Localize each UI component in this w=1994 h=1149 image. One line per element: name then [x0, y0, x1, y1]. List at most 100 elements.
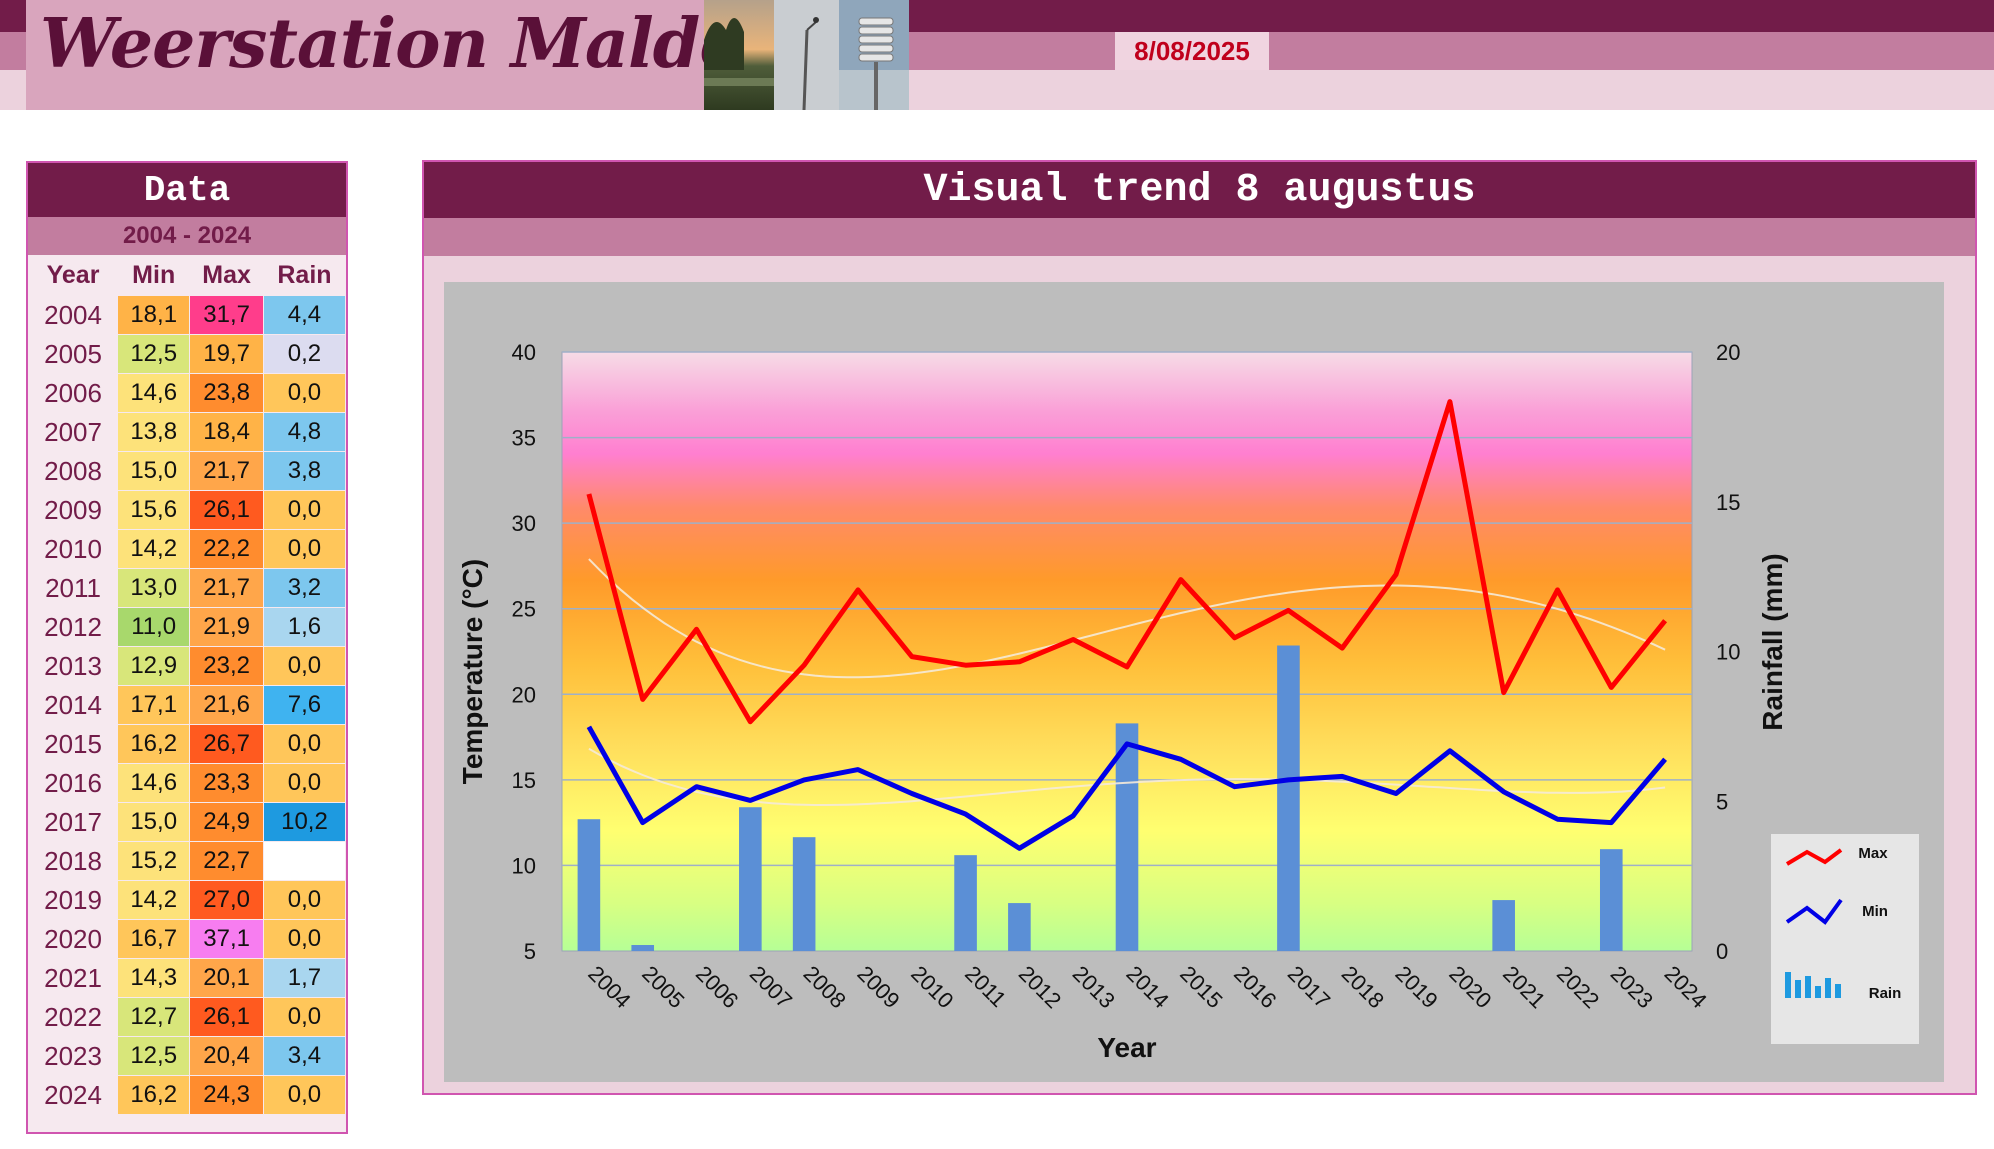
y-tick-label: 35: [512, 426, 536, 451]
cell-rain: [262, 841, 347, 881]
column-header-year: Year: [46, 260, 100, 289]
cell-year: 2005: [27, 334, 119, 374]
cell-min: 18,1: [117, 295, 191, 335]
data-panel: Data 2004 - 2024 Year Min Max Rain 2004 1…: [26, 161, 348, 1134]
cell-year: 2014: [27, 685, 119, 725]
table-row: 2008 15,0 21,7 3,8: [27, 451, 347, 491]
rain-bar: [1115, 723, 1139, 951]
cell-rain: 0,0: [262, 724, 347, 764]
trendline-min: [588, 747, 1666, 806]
cell-min: 15,0: [117, 451, 191, 491]
cell-rain: 10,2: [262, 802, 347, 842]
y-tick-label: 25: [512, 597, 536, 622]
rain-bar: [792, 837, 816, 951]
legend-rain-icon-bar: [1805, 976, 1811, 998]
cell-max: 23,2: [189, 646, 264, 686]
cell-rain: 0,0: [262, 646, 347, 686]
cell-min: 14,2: [117, 529, 191, 569]
cell-year: 2007: [27, 412, 119, 452]
table-row: 2011 13,0 21,7 3,2: [27, 568, 347, 608]
rain-bar: [1599, 849, 1623, 951]
y-tick-label: 15: [512, 768, 536, 793]
table-row: 2019 14,2 27,0 0,0: [27, 880, 347, 920]
cell-rain: 0,0: [262, 490, 347, 530]
legend-rain-icon-bar: [1825, 978, 1831, 998]
cell-rain: 3,2: [262, 568, 347, 608]
cell-year: 2009: [27, 490, 119, 530]
cell-rain: 7,6: [262, 685, 347, 725]
rain-bar: [954, 855, 977, 951]
cell-rain: 0,0: [262, 373, 347, 413]
y2-tick-label: 0: [1716, 939, 1728, 964]
legend-rain-icon-bar: [1835, 984, 1841, 998]
cell-year: 2013: [27, 646, 119, 686]
cell-year: 2017: [27, 802, 119, 842]
cell-min: 14,2: [117, 880, 191, 920]
cell-year: 2011: [27, 568, 119, 608]
data-panel-range: 2004 - 2024: [28, 217, 346, 255]
y-tick-label: 30: [512, 511, 536, 536]
photo-field-image: [704, 0, 774, 110]
cell-min: 14,6: [117, 763, 191, 803]
cell-max: 31,7: [189, 295, 264, 335]
cell-rain: 4,8: [262, 412, 347, 452]
table-row: 2015 16,2 26,7 0,0: [27, 724, 347, 764]
cell-rain: 1,7: [262, 958, 347, 998]
table-row: 2010 14,2 22,2 0,0: [27, 529, 347, 569]
y2-tick-label: 5: [1716, 789, 1728, 814]
table-row: 2016 14,6 23,3 0,0: [27, 763, 347, 803]
table-row: 2005 12,5 19,7 0,2: [27, 334, 347, 374]
legend-label-rain: Rain: [1869, 985, 1902, 1002]
table-row: 2023 12,5 20,4 3,4: [27, 1036, 347, 1076]
legend-label-min: Min: [1862, 903, 1888, 920]
cell-max: 21,9: [189, 607, 264, 647]
cell-max: 24,9: [189, 802, 264, 842]
current-date: 8/08/2025: [1115, 32, 1269, 70]
column-header-max: Max: [202, 260, 251, 289]
legend-label-max: Max: [1858, 845, 1888, 862]
cell-min: 13,8: [117, 412, 191, 452]
table-row: 2024 16,2 24,3 0,0: [27, 1075, 347, 1115]
legend-min-icon: [1785, 898, 1843, 925]
cell-year: 2008: [27, 451, 119, 491]
cell-rain: 3,8: [262, 451, 347, 491]
cell-year: 2021: [27, 958, 119, 998]
cell-min: 12,7: [117, 997, 191, 1037]
table-row: 2009 15,6 26,1 0,0: [27, 490, 347, 530]
cell-max: 19,7: [189, 334, 264, 374]
y-tick-label: 20: [512, 682, 536, 707]
cell-min: 11,0: [117, 607, 191, 647]
cell-min: 12,5: [117, 334, 191, 374]
cell-min: 12,5: [117, 1036, 191, 1076]
cell-rain: 0,0: [262, 919, 347, 959]
cell-rain: 0,0: [262, 1075, 347, 1115]
y2-tick-label: 20: [1716, 340, 1740, 365]
site-logo[interactable]: Weerstation Malderen: [26, 0, 868, 110]
cell-max: 22,2: [189, 529, 264, 569]
cell-rain: 0,2: [262, 334, 347, 374]
cell-max: 21,7: [189, 451, 264, 491]
cell-year: 2020: [27, 919, 119, 959]
cell-year: 2015: [27, 724, 119, 764]
column-header-min: Min: [132, 260, 176, 289]
cell-rain: 4,4: [262, 295, 347, 335]
photo-mast-image: [774, 0, 839, 110]
rain-bar: [739, 807, 762, 951]
cell-rain: 0,0: [262, 997, 347, 1037]
cell-min: 16,7: [117, 919, 191, 959]
cell-year: 2018: [27, 841, 119, 881]
cell-year: 2010: [27, 529, 119, 569]
cell-min: 15,2: [117, 841, 191, 881]
cell-rain: 1,6: [262, 607, 347, 647]
rain-bar: [1008, 903, 1031, 951]
y-axis-title: Temperature (°C): [457, 559, 488, 784]
photo-screen-image: [839, 0, 909, 110]
y-tick-label: 10: [512, 853, 536, 878]
column-header-rain: Rain: [277, 260, 332, 289]
cell-max: 23,3: [189, 763, 264, 803]
table-row: 2007 13,8 18,4 4,8: [27, 412, 347, 452]
cell-year: 2016: [27, 763, 119, 803]
cell-min: 15,6: [117, 490, 191, 530]
chart-panel-subbar: [424, 218, 1975, 256]
